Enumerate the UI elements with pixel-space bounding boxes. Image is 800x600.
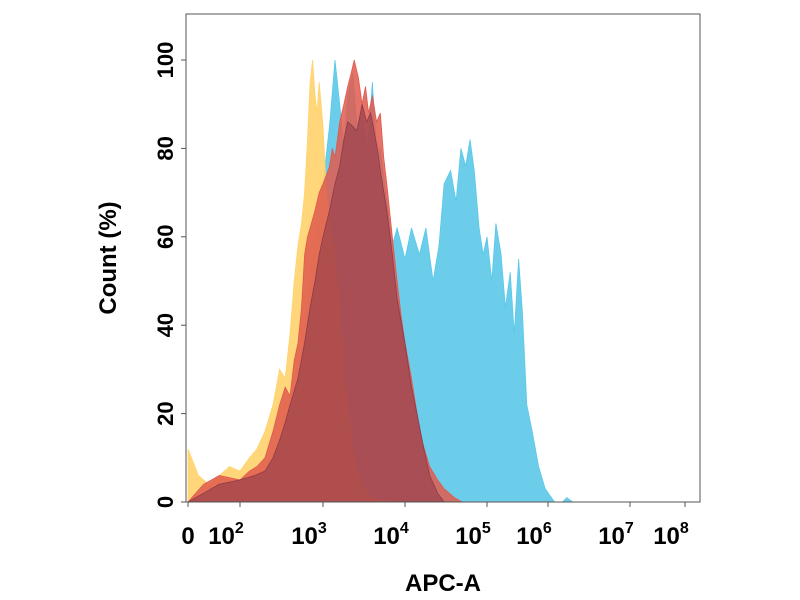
y-tick-label: 0 bbox=[153, 496, 178, 508]
y-tick-label: 20 bbox=[153, 401, 178, 425]
y-tick-label: 40 bbox=[153, 313, 178, 337]
x-tick-label: 102 bbox=[208, 520, 244, 550]
y-tick-label: 80 bbox=[153, 136, 178, 160]
x-axis-title: APC-A bbox=[405, 570, 481, 597]
x-tick-label: 105 bbox=[455, 520, 491, 550]
x-tick-label: 106 bbox=[516, 520, 552, 550]
y-tick-label: 60 bbox=[153, 225, 178, 249]
histogram-series-4 bbox=[186, 104, 445, 503]
y-tick-label: 100 bbox=[153, 42, 178, 79]
x-tick-label: 108 bbox=[653, 520, 689, 550]
x-tick-label: 107 bbox=[598, 520, 634, 550]
x-tick-label: 0 bbox=[181, 523, 194, 550]
y-axis: 0 20 40 60 80 100 bbox=[153, 42, 186, 508]
series-layer bbox=[186, 59, 574, 503]
x-tick-label: 104 bbox=[373, 520, 409, 550]
plot-frame bbox=[185, 13, 701, 503]
x-tick-label: 103 bbox=[291, 520, 327, 550]
x-axis: 0 102 103 104 105 106 107 108 bbox=[181, 502, 689, 550]
y-axis-title: Count (%) bbox=[95, 201, 122, 314]
